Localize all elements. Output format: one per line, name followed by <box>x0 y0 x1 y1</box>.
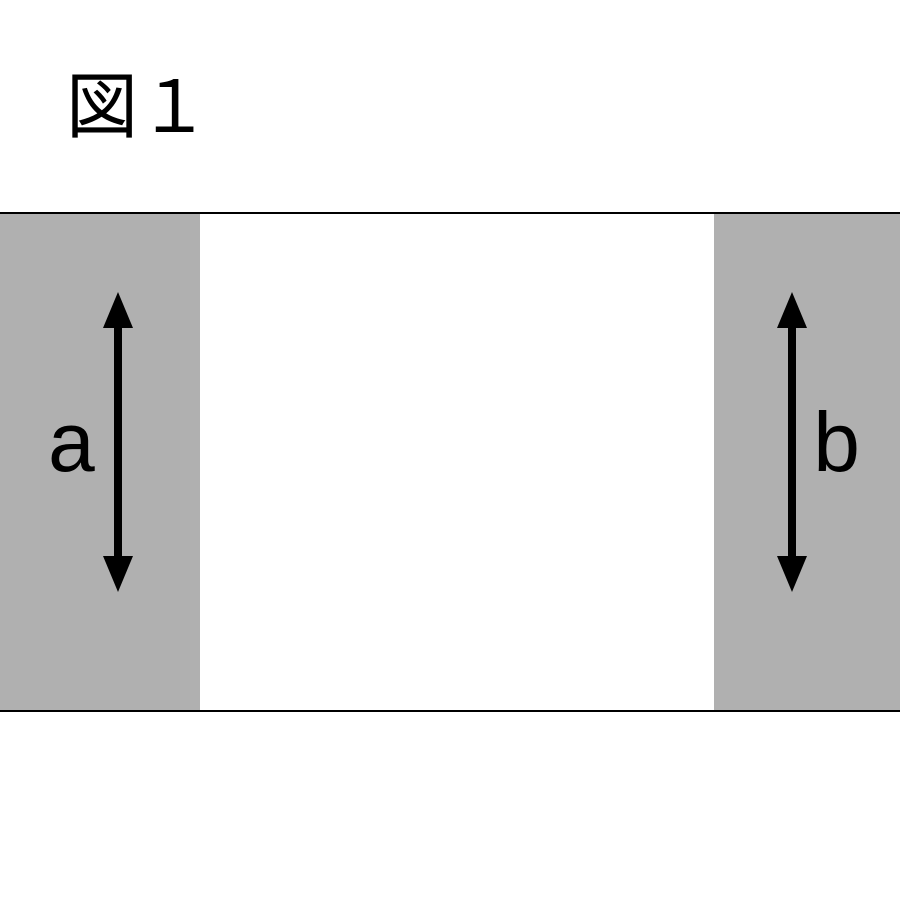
double-arrow-icon <box>777 292 807 592</box>
arrow-group-a: a <box>48 292 133 592</box>
arrow-group-b: b <box>777 292 860 592</box>
label-b: b <box>813 394 860 491</box>
arrow-line-icon <box>114 314 122 570</box>
block-right: b <box>714 214 900 710</box>
arrow-head-down-icon <box>777 556 807 592</box>
label-a: a <box>48 394 95 491</box>
figure-title: 図１ <box>66 48 210 153</box>
double-arrow-icon <box>103 292 133 592</box>
block-left: a <box>0 214 200 710</box>
arrow-line-icon <box>788 314 796 570</box>
arrow-head-down-icon <box>103 556 133 592</box>
diagram-container: a b <box>0 212 900 712</box>
